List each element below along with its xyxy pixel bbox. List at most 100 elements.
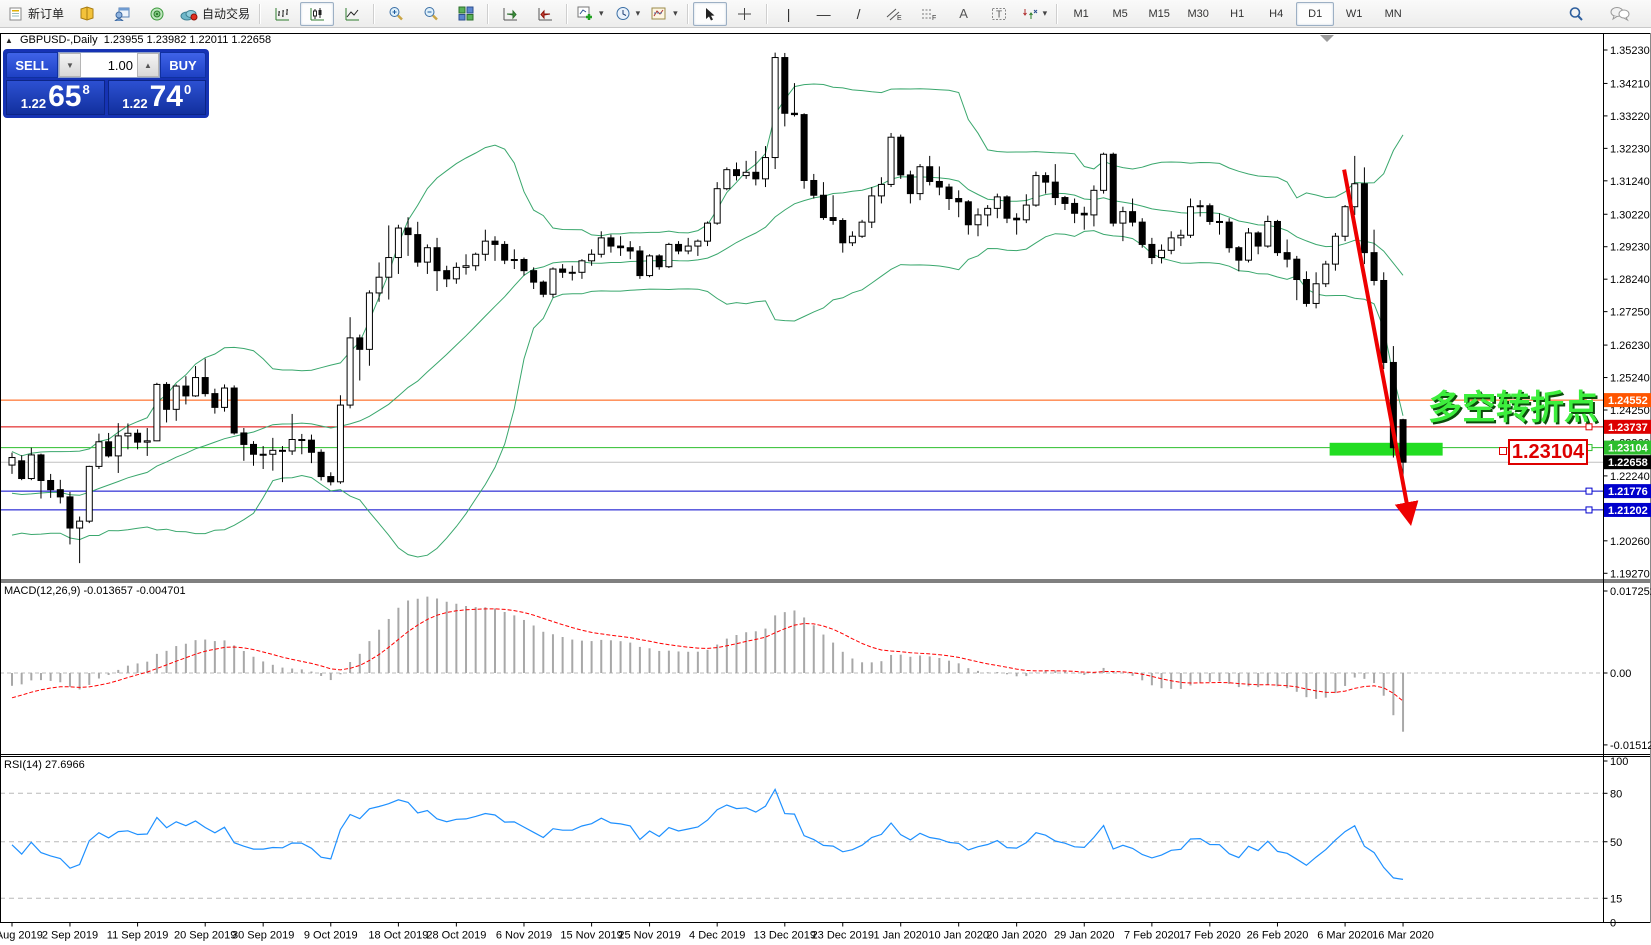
price-callout-label[interactable]: 1.23104	[1508, 439, 1588, 465]
macd-axis-label[interactable]: -0.015128	[1610, 740, 1651, 752]
date-axis-label[interactable]: 29 Jan 2020	[1054, 930, 1115, 942]
date-axis-label[interactable]: 26 Feb 2020	[1247, 930, 1309, 942]
price-axis-label[interactable]: 1.34210	[1610, 78, 1650, 90]
date-axis-label[interactable]: 16 Mar 2020	[1372, 930, 1434, 942]
timeframe-m1[interactable]: M1	[1073, 7, 1089, 20]
date-axis-label[interactable]: 9 Oct 2019	[304, 930, 358, 942]
date-axis-label[interactable]: 23 Aug 2019	[0, 930, 43, 942]
date-axis-label[interactable]: 28 Oct 2019	[426, 930, 486, 942]
macd-axis-label[interactable]: 0.017252	[1610, 586, 1651, 598]
vertical-line-tool[interactable]: |	[786, 5, 791, 22]
date-axis-label[interactable]: 23 Dec 2019	[812, 930, 874, 942]
date-axis-label[interactable]: 10 Jan 2020	[928, 930, 989, 942]
strategy-tester-button[interactable]	[105, 2, 139, 26]
rsi-axis-label[interactable]: 100	[1610, 756, 1628, 768]
zoom-in-button[interactable]	[379, 2, 413, 26]
timeframe-m15[interactable]: M15	[1148, 7, 1170, 20]
text-tool[interactable]: A	[959, 6, 968, 21]
price-axis-label[interactable]: 1.35230	[1610, 45, 1650, 57]
date-axis-label[interactable]: 17 Feb 2020	[1179, 930, 1241, 942]
date-axis-label[interactable]: 6 Nov 2019	[496, 930, 552, 942]
chat-button[interactable]	[1603, 2, 1637, 26]
timeframe-m5[interactable]: M5	[1112, 7, 1128, 20]
macd-axis-label[interactable]: 0.00	[1610, 668, 1631, 680]
hline-endpoint-handle[interactable]	[1585, 487, 1593, 495]
hline-endpoint-handle[interactable]	[1585, 423, 1593, 431]
highlight-rectangle-object[interactable]	[1329, 442, 1443, 456]
timeframe-w1[interactable]: W1	[1345, 7, 1363, 20]
date-axis-label[interactable]: 25 Nov 2019	[618, 930, 680, 942]
timeframe-m30[interactable]: M30	[1187, 7, 1209, 20]
volume-increase-button[interactable]: ▲	[137, 53, 159, 77]
search-button[interactable]	[1559, 2, 1593, 26]
buy-button[interactable]: BUY	[160, 52, 206, 78]
date-axis-label[interactable]: 30 Sep 2019	[232, 930, 294, 942]
autotrading-button[interactable]: 自动交易	[175, 2, 255, 26]
date-axis-label[interactable]: 7 Feb 2020	[1124, 930, 1180, 942]
price-axis-label[interactable]: 1.31240	[1610, 176, 1650, 188]
price-axis-label[interactable]: 1.25240	[1610, 373, 1650, 385]
rsi-axis-label[interactable]: 80	[1610, 788, 1622, 800]
price-axis-label[interactable]: 1.20260	[1610, 536, 1650, 548]
timeframe-d1[interactable]: D1	[1296, 1, 1335, 26]
zoom-out-button[interactable]	[414, 2, 448, 26]
price-axis-label[interactable]: 1.29230	[1610, 242, 1650, 254]
cursor-tool-button[interactable]	[692, 1, 727, 26]
timeframe-h4[interactable]: H4	[1269, 7, 1284, 20]
date-axis-label[interactable]: 6 Mar 2020	[1317, 930, 1373, 942]
sell-price[interactable]: 1.22 65 8	[6, 80, 105, 115]
hline-endpoint-handle[interactable]	[1585, 396, 1593, 404]
chart-shift-button[interactable]	[528, 2, 562, 26]
text-label-tool[interactable]: T	[982, 2, 1016, 26]
line-chart-mode-button[interactable]	[335, 2, 369, 26]
price-axis-label[interactable]: 1.26230	[1610, 340, 1650, 352]
price-axis-label[interactable]: 1.30220	[1610, 209, 1650, 221]
panel-collapse-icon[interactable]: ▲	[5, 36, 13, 45]
volume-decrease-button[interactable]: ▼	[59, 53, 81, 77]
trendline-tool[interactable]: /	[856, 5, 861, 22]
arrows-tool[interactable]: ▾	[1017, 2, 1053, 26]
auto-scroll-button[interactable]	[493, 2, 527, 26]
price-axis-label[interactable]: 1.32230	[1610, 143, 1650, 155]
new-order-button[interactable]: 新订单	[4, 2, 69, 26]
sell-button[interactable]: SELL	[6, 52, 58, 78]
price-axis-label[interactable]: 1.27250	[1610, 307, 1650, 319]
rsi-axis-label[interactable]: 0	[1610, 918, 1616, 930]
hline-endpoint-handle[interactable]	[1585, 506, 1593, 514]
timeframe-h1[interactable]: H1	[1230, 7, 1245, 20]
callout-handle[interactable]	[1499, 447, 1507, 455]
rsi-axis-label[interactable]: 15	[1610, 893, 1622, 905]
periods-button[interactable]: ▾	[610, 2, 646, 26]
templates-button[interactable]: ▾	[646, 2, 683, 26]
price-axis-label[interactable]: 1.28240	[1610, 274, 1650, 286]
date-axis-label[interactable]: 15 Nov 2019	[560, 930, 622, 942]
date-axis-label[interactable]: 11 Sep 2019	[107, 930, 169, 942]
date-axis-label[interactable]: 13 Dec 2019	[754, 930, 816, 942]
timeframe-mn[interactable]: MN	[1384, 7, 1402, 20]
news-button[interactable]	[140, 2, 174, 26]
new-chart-button[interactable]: ▾	[572, 2, 609, 26]
candlestick-mode-button[interactable]	[300, 1, 335, 26]
tile-windows-button[interactable]	[449, 2, 483, 26]
bar-chart-mode-button[interactable]	[265, 2, 299, 26]
date-axis-label[interactable]: 18 Oct 2019	[368, 930, 428, 942]
crosshair-tool-button[interactable]	[728, 2, 762, 26]
price-axis-label[interactable]: 1.24250	[1610, 405, 1650, 417]
date-axis-label[interactable]: 2 Sep 2019	[42, 930, 98, 942]
price-axis-label[interactable]: 1.22240	[1610, 471, 1650, 483]
price-axis-label[interactable]: 1.33220	[1610, 111, 1650, 123]
date-axis-label[interactable]: 1 Jan 2020	[874, 930, 928, 942]
date-axis-label[interactable]: 20 Sep 2019	[174, 930, 236, 942]
volume-value[interactable]: 1.00	[81, 53, 137, 77]
metaeditor-button[interactable]	[70, 2, 104, 26]
buy-price[interactable]: 1.22 74 0	[107, 80, 206, 115]
channel-tool[interactable]: E	[877, 2, 911, 26]
chart-canvas[interactable]: 1.35230 1.34210 1.33220 1.32230 1.31240 1.302…	[0, 28, 1651, 945]
date-axis-label[interactable]: 20 Jan 2020	[986, 930, 1047, 942]
horizontal-line-tool[interactable]: —	[816, 5, 831, 22]
turning-point-annotation[interactable]: 多空转折点	[1428, 389, 1598, 427]
price-axis-label[interactable]: 1.19270	[1610, 568, 1650, 580]
fibonacci-tool[interactable]: F	[912, 2, 946, 26]
trend-arrow-object[interactable]	[1342, 169, 1419, 527]
date-axis-label[interactable]: 4 Dec 2019	[689, 930, 745, 942]
